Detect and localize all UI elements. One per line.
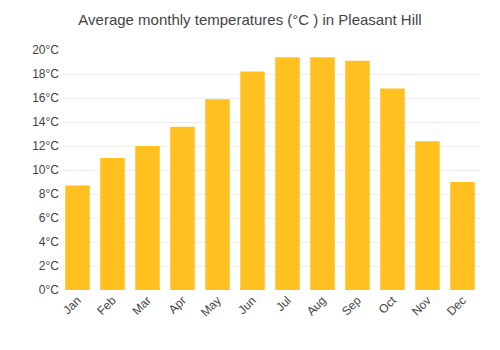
svg-text:16°C: 16°C bbox=[32, 91, 59, 105]
svg-text:2°C: 2°C bbox=[39, 259, 59, 273]
svg-text:8°C: 8°C bbox=[39, 187, 59, 201]
svg-text:Apr: Apr bbox=[166, 293, 189, 316]
svg-text:12°C: 12°C bbox=[32, 139, 59, 153]
svg-text:Sep: Sep bbox=[339, 293, 364, 318]
svg-text:Aug: Aug bbox=[304, 293, 329, 318]
svg-text:6°C: 6°C bbox=[39, 211, 59, 225]
svg-text:Jun: Jun bbox=[235, 293, 259, 317]
svg-text:Mar: Mar bbox=[129, 293, 154, 318]
svg-text:20°C: 20°C bbox=[32, 43, 59, 57]
svg-text:Average monthly temperatures (: Average monthly temperatures (°C ) in Pl… bbox=[78, 11, 421, 28]
svg-text:Nov: Nov bbox=[409, 293, 434, 318]
svg-text:18°C: 18°C bbox=[32, 67, 59, 81]
svg-text:0°C: 0°C bbox=[39, 283, 59, 297]
svg-text:Oct: Oct bbox=[376, 293, 400, 317]
svg-text:May: May bbox=[198, 293, 224, 319]
svg-text:10°C: 10°C bbox=[32, 163, 59, 177]
svg-text:Jul: Jul bbox=[273, 293, 294, 314]
svg-text:4°C: 4°C bbox=[39, 235, 59, 249]
svg-text:Feb: Feb bbox=[94, 293, 119, 318]
svg-text:Dec: Dec bbox=[444, 293, 469, 318]
svg-text:14°C: 14°C bbox=[32, 115, 59, 129]
svg-text:Jan: Jan bbox=[60, 293, 84, 317]
